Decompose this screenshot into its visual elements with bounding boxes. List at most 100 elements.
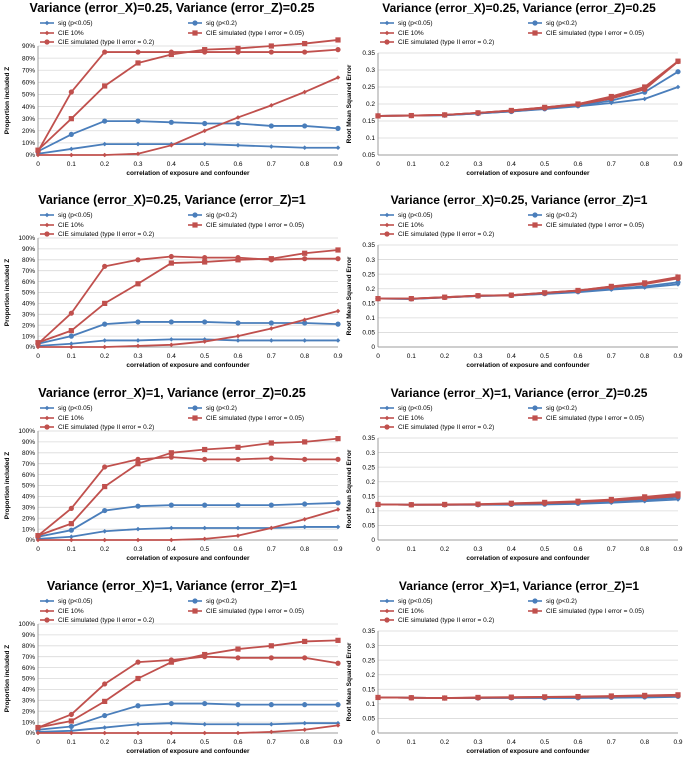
series-line (37, 437, 339, 537)
y-tick-label: 10% (22, 333, 35, 340)
y-tick-label: 90% (22, 246, 35, 253)
series-line (37, 48, 339, 152)
data-point (302, 40, 308, 47)
series-line (37, 143, 338, 155)
legend-marker (532, 415, 538, 421)
legend-label: CIE simulated (type II error = 0.2) (58, 617, 154, 624)
legend-item: sig (p<0.05) (380, 405, 433, 412)
data-point (202, 255, 208, 261)
x-tick-label: 0.8 (640, 739, 649, 746)
legend-item: CIE 10% (40, 415, 84, 422)
x-tick-label: 0.7 (267, 546, 276, 553)
data-point (475, 293, 481, 299)
data-point (302, 250, 308, 256)
x-tick-label: 0.7 (607, 353, 616, 360)
legend-marker (44, 30, 50, 36)
x-tick-label: 0.4 (507, 353, 516, 360)
chart-panel-5: Variance (error_X)=1, Variance (error_Z)… (4, 386, 343, 562)
legend-item: CIE 10% (40, 222, 84, 229)
y-axis-label: Root Mean Squared Error (346, 449, 353, 528)
legend-item: sig (p<0.05) (40, 20, 93, 27)
legend-item: sig (p<0.05) (40, 598, 93, 605)
legend-label: CIE simulated (type I error = 0.05) (206, 30, 304, 37)
data-point (269, 103, 274, 108)
y-tick-label: 0.25 (362, 657, 375, 664)
series-5 (35, 654, 341, 731)
y-tick-label: 60% (22, 665, 35, 672)
chart-panel-4: Variance (error_X)=0.25, Variance (error… (346, 193, 683, 369)
data-point (235, 45, 241, 52)
x-tick-label: 0.2 (100, 161, 109, 168)
y-tick-label: 0.3 (366, 67, 375, 74)
x-tick-label: 0.5 (540, 353, 549, 360)
chart-panel-8: Variance (error_X)=1, Variance (error_Z)… (346, 579, 683, 755)
x-tick-label: 0.4 (167, 739, 176, 746)
data-point (335, 247, 341, 253)
legend-marker (384, 405, 390, 411)
legend-marker (384, 617, 390, 623)
legend-item: sig (p<0.2) (188, 20, 237, 27)
legend-marker (44, 405, 50, 411)
data-point (68, 711, 74, 718)
legend-marker (44, 415, 50, 421)
data-point (68, 89, 74, 95)
data-point (375, 113, 381, 119)
data-point (202, 128, 207, 134)
y-tick-label: 40% (22, 687, 35, 694)
chart-title: Variance (error_X)=0.25, Variance (error… (38, 193, 306, 207)
legend-marker (44, 617, 50, 623)
data-point (68, 328, 74, 334)
series-3 (35, 75, 341, 158)
data-point (268, 320, 274, 326)
data-point (675, 275, 681, 282)
y-tick-label: 90% (22, 632, 35, 639)
chart-panel-1: Variance (error_X)=0.25, Variance (error… (4, 1, 343, 177)
data-point (675, 279, 681, 285)
y-tick-label: 80% (22, 450, 35, 457)
legend-item: sig (p<0.2) (528, 212, 577, 219)
x-tick-label: 0.4 (507, 739, 516, 746)
data-point (442, 294, 448, 301)
y-tick-label: 0.15 (362, 493, 375, 500)
data-point (375, 694, 381, 701)
x-tick-label: 0.1 (407, 161, 416, 168)
data-point (375, 501, 381, 508)
data-point (102, 263, 108, 269)
data-point (642, 496, 648, 502)
y-tick-label: 0.2 (366, 286, 375, 293)
y-tick-label: 70% (22, 268, 35, 275)
chart-panel-3: Variance (error_X)=0.25, Variance (error… (4, 193, 343, 369)
y-tick-label: 0.05 (362, 152, 375, 159)
legend-item: CIE 10% (380, 222, 424, 229)
y-tick-label: 20% (22, 322, 35, 329)
data-point (68, 131, 74, 138)
series-line (37, 338, 338, 347)
y-tick-label: 50% (22, 290, 35, 297)
y-tick-label: 30% (22, 312, 35, 319)
x-tick-label: 0.4 (167, 353, 176, 360)
series-line (38, 724, 339, 734)
legend-label: CIE 10% (58, 222, 84, 229)
data-point (335, 723, 341, 728)
legend-marker (532, 30, 538, 36)
data-point (269, 338, 274, 343)
series-line (38, 310, 339, 348)
data-point (135, 537, 141, 543)
legend-item: sig (p<0.2) (528, 20, 577, 27)
data-point (169, 525, 174, 531)
data-point (168, 260, 174, 266)
y-tick-label: 0.15 (362, 686, 375, 693)
data-point (375, 296, 381, 302)
x-tick-label: 0.3 (473, 161, 482, 168)
legend-item: CIE simulated (type II error = 0.2) (40, 424, 154, 431)
data-point (675, 84, 681, 90)
legend-item: CIE simulated (type I error = 0.05) (188, 415, 304, 422)
series-5 (35, 47, 341, 154)
data-point (302, 516, 307, 522)
data-point (168, 319, 174, 325)
data-point (202, 721, 207, 727)
x-tick-label: 0.8 (640, 546, 649, 553)
data-point (235, 702, 241, 708)
legend-item: CIE 10% (380, 415, 424, 422)
data-point (335, 702, 341, 708)
